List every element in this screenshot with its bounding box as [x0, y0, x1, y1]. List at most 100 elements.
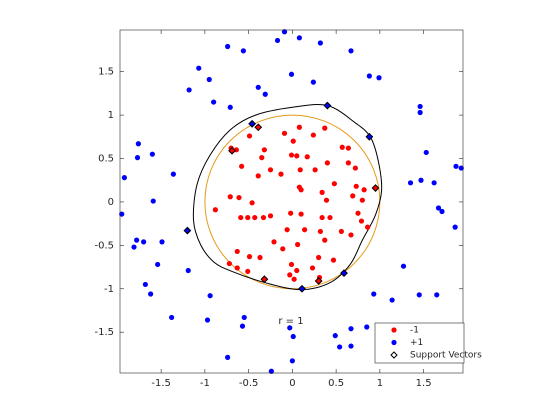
annotation: r = 1: [278, 316, 303, 327]
point: [246, 254, 253, 260]
point: [255, 173, 261, 179]
point: [312, 167, 318, 173]
point: [400, 263, 407, 269]
point: [327, 214, 333, 221]
legend-label: Support Vectors: [410, 351, 482, 361]
point: [257, 254, 263, 261]
point: [212, 207, 218, 213]
support-vector: [254, 123, 263, 132]
point: [155, 261, 161, 268]
point: [252, 214, 258, 221]
point: [345, 160, 351, 166]
point: [304, 154, 310, 160]
y-tick-label: 1.5: [98, 67, 114, 78]
point: [348, 326, 354, 332]
point: [131, 244, 137, 250]
point: [149, 151, 155, 157]
x-tick-label: -1.5: [151, 378, 171, 389]
point: [159, 239, 165, 245]
point: [141, 239, 147, 245]
point: [234, 265, 240, 271]
point: [309, 265, 316, 271]
y-tick-label: 0: [108, 197, 114, 208]
support-vector: [248, 119, 257, 128]
point: [417, 109, 423, 116]
point: [371, 291, 377, 297]
support-vector: [365, 132, 374, 141]
x-tick-label: 1: [377, 378, 383, 389]
support-vector: [323, 101, 332, 110]
point: [287, 325, 293, 331]
point: [317, 228, 323, 235]
point: [240, 48, 246, 54]
x-tick-label: 0: [289, 378, 295, 389]
point: [339, 144, 345, 150]
point: [169, 314, 175, 321]
point: [259, 155, 265, 161]
point: [302, 227, 308, 233]
point: [134, 155, 141, 161]
legend-box: [374, 322, 465, 364]
point: [431, 180, 437, 186]
support-vector: [260, 275, 269, 284]
point: [185, 267, 191, 274]
point: [310, 79, 316, 85]
point: [289, 358, 295, 364]
point: [245, 214, 251, 221]
point: [348, 48, 354, 54]
point: [355, 210, 361, 216]
point: [281, 130, 288, 136]
point: [358, 218, 365, 224]
point: [353, 183, 359, 189]
point: [288, 152, 295, 158]
point: [262, 91, 268, 97]
point: [407, 180, 414, 186]
point: [284, 227, 290, 233]
point: [239, 323, 246, 329]
point: [245, 268, 251, 275]
point: [364, 324, 370, 330]
legend-marker: [390, 351, 398, 359]
point: [348, 232, 354, 238]
point: [267, 167, 274, 173]
point: [338, 228, 344, 235]
point: [288, 71, 295, 77]
point: [434, 292, 440, 298]
point: [239, 163, 245, 169]
point: [236, 194, 242, 201]
point: [317, 40, 323, 46]
point: [150, 198, 156, 204]
point: [288, 261, 295, 268]
support-vector: [340, 269, 348, 278]
point: [274, 37, 281, 44]
point: [439, 208, 445, 215]
support-vector: [298, 284, 306, 293]
point: [366, 73, 372, 79]
support-vector: [228, 146, 236, 155]
point: [389, 297, 395, 303]
point: [294, 153, 300, 159]
point: [281, 29, 288, 35]
point: [298, 211, 304, 217]
point: [417, 103, 423, 110]
point: [453, 163, 459, 169]
point: [359, 197, 365, 203]
point: [376, 75, 382, 81]
point: [291, 276, 297, 282]
point: [196, 65, 202, 71]
point: [268, 368, 274, 374]
point: [186, 87, 192, 93]
point: [234, 248, 240, 255]
point: [207, 293, 213, 299]
point: [255, 84, 261, 90]
point: [345, 145, 351, 151]
point: [280, 246, 286, 252]
legend-marker: [391, 339, 397, 346]
point: [435, 205, 442, 211]
point: [238, 214, 244, 221]
point: [142, 281, 148, 288]
point: [350, 193, 356, 199]
point: [121, 175, 127, 181]
point: [211, 99, 217, 105]
